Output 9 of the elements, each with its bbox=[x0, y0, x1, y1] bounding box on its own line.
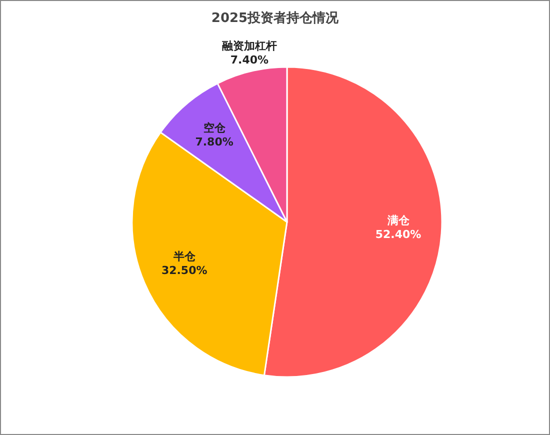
slice-label: 融资加杠杆 bbox=[222, 39, 277, 52]
data-label: 7.80% bbox=[195, 135, 234, 148]
chart-title: 2025投资者持仓情况 bbox=[211, 11, 340, 26]
slice-label: 半仓 bbox=[172, 250, 196, 263]
slice-label: 满仓 bbox=[386, 214, 410, 228]
data-label: 32.50% bbox=[161, 264, 208, 277]
slice-label: 空仓 bbox=[203, 121, 226, 134]
data-label: 52.40% bbox=[375, 228, 422, 242]
data-label: 7.40% bbox=[230, 53, 269, 66]
